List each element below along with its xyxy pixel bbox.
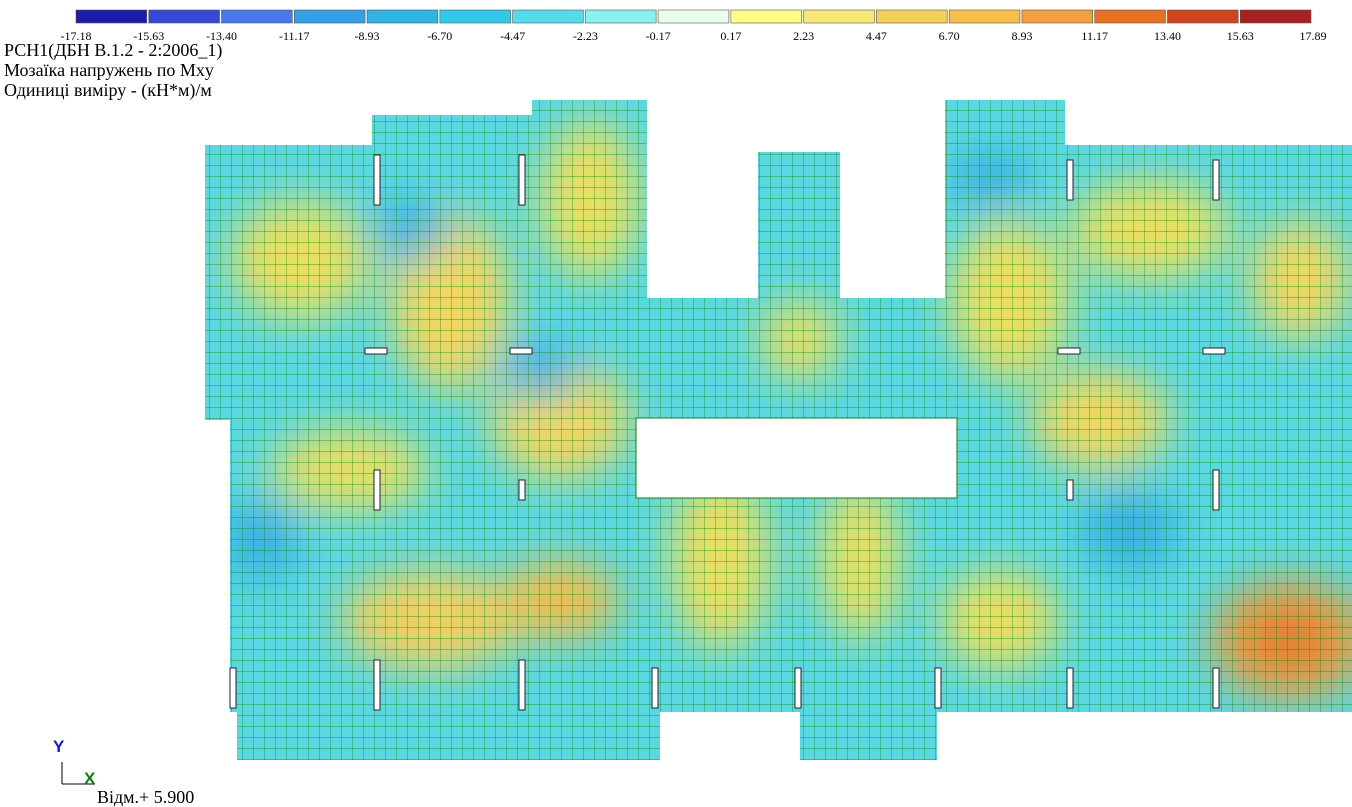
- legend-label: 2.23: [793, 29, 814, 43]
- legend-swatch: [949, 10, 1020, 23]
- legend-label: -4.47: [500, 29, 525, 43]
- legend-label: -2.23: [573, 29, 598, 43]
- legend-swatch: [367, 10, 438, 23]
- units: Одиниці виміру - (кН*м)/м: [4, 80, 212, 101]
- y-axis-label: Y: [53, 737, 65, 756]
- legend-swatch: [149, 10, 220, 23]
- legend-swatch: [1022, 10, 1093, 23]
- legend-swatch: [222, 10, 293, 23]
- color-legend: -17.18-15.63-13.40-11.17-8.93-6.70-4.47-…: [61, 10, 1327, 43]
- legend-swatch: [876, 10, 947, 23]
- legend-label: -0.17: [646, 29, 671, 43]
- legend-label: 11.17: [1081, 29, 1108, 43]
- legend-swatch: [585, 10, 656, 23]
- screen: -17.18-15.63-13.40-11.17-8.93-6.70-4.47-…: [0, 0, 1352, 807]
- legend-swatch: [76, 10, 147, 23]
- legend-label: 8.93: [1011, 29, 1032, 43]
- legend-label: 17.89: [1300, 29, 1327, 43]
- legend-label: 4.47: [866, 29, 887, 43]
- legend-swatch: [440, 10, 511, 23]
- legend-swatch: [731, 10, 802, 23]
- legend-swatch: [513, 10, 584, 23]
- legend-label: -8.93: [355, 29, 380, 43]
- legend-swatch: [658, 10, 729, 23]
- legend-swatch: [1095, 10, 1166, 23]
- legend-label: -6.70: [427, 29, 452, 43]
- opening: [636, 418, 957, 498]
- legend-label: 13.40: [1154, 29, 1181, 43]
- legend-swatch: [1167, 10, 1238, 23]
- legend-swatch: [804, 10, 875, 23]
- x-axis-label: X: [84, 769, 96, 788]
- legend-label: 0.17: [720, 29, 741, 43]
- axis-icon: Y X: [53, 737, 96, 788]
- load-case: РСН1(ДБН В.1.2 - 2:2006_1): [4, 40, 222, 61]
- elevation: Відм.+ 5.900: [97, 787, 194, 807]
- legend-label: 15.63: [1227, 29, 1254, 43]
- legend-swatch: [1240, 10, 1311, 23]
- legend-swatch: [294, 10, 365, 23]
- legend-label: -11.17: [279, 29, 310, 43]
- mosaic-title: Мозаїка напружень по Mxy: [4, 60, 214, 80]
- legend-label: 6.70: [939, 29, 960, 43]
